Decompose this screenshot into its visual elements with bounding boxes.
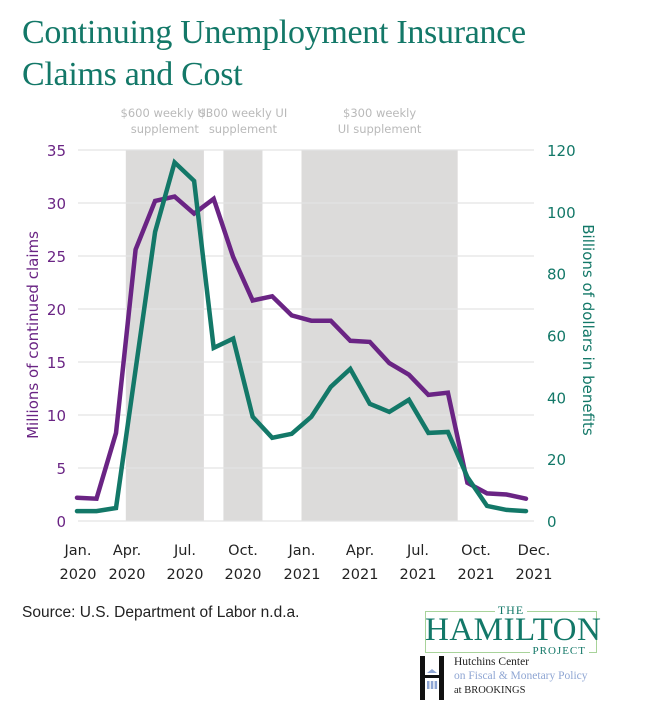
shaded-period-1 xyxy=(125,150,204,521)
left-tick-label: 0 xyxy=(56,513,66,531)
chart-title-line2: Claims and Cost xyxy=(22,56,243,93)
right-tick-label: 80 xyxy=(547,266,566,284)
hutchins-line3: at BROOKINGS xyxy=(454,685,526,696)
right-tick-label: 40 xyxy=(547,389,566,407)
hutchins-line2: on Fiscal & Monetary Policy xyxy=(454,670,588,682)
brookings-h-icon xyxy=(420,656,444,700)
source-note: Source: U.S. Department of Labor n.d.a. xyxy=(22,604,300,621)
hamilton-logo-name: HAMILTON xyxy=(425,612,602,648)
x-axis-ticks: Jan. 2020 Apr. 2020 Jul. 2020 Oct. 2020 Jan. 2021… xyxy=(60,543,553,583)
x-tick-label: Apr. 2021 xyxy=(342,543,379,583)
right-tick-label: 0 xyxy=(547,513,557,531)
x-tick-label-year: 2020 xyxy=(167,567,204,583)
x-tick-label-month: Jul. xyxy=(406,543,429,559)
claims-series-line xyxy=(74,194,529,502)
x-tick-label: Apr. 2020 xyxy=(109,543,146,583)
shaded-period-label-3-line1: $300 weekly xyxy=(343,106,416,120)
x-tick-label-year: 2021 xyxy=(516,567,553,583)
x-tick-label: Oct. 2021 xyxy=(458,543,495,583)
x-tick-label-month: Jul. xyxy=(173,543,196,559)
x-tick-label-year: 2021 xyxy=(284,567,321,583)
x-tick-label-year: 2020 xyxy=(60,567,97,583)
x-tick-label-month: Apr. xyxy=(113,543,141,559)
right-tick-label: 100 xyxy=(547,204,576,222)
x-tick-label-month: Jan. xyxy=(64,543,92,559)
x-tick-label-month: Apr. xyxy=(346,543,374,559)
shaded-period-label-3-line2: UI supplement xyxy=(338,122,422,136)
shaded-period-labels: $600 weekly UI supplement $300 weekly UI su… xyxy=(121,106,422,136)
x-tick-label: Jul. 2020 xyxy=(167,543,204,583)
chart: $600 weekly UI supplement $300 weekly UI su… xyxy=(24,106,597,583)
x-tick-label: Dec. 2021 xyxy=(516,543,553,583)
x-tick-label-month: Jan. xyxy=(288,543,316,559)
hutchins-center-logo: Hutchins Center on Fiscal & Monetary Pol… xyxy=(420,656,610,706)
left-tick-label: 10 xyxy=(47,407,66,425)
x-tick-label: Oct. 2020 xyxy=(225,543,262,583)
x-tick-label-year: 2021 xyxy=(458,567,495,583)
x-tick-label-year: 2021 xyxy=(342,567,379,583)
benefits-series-line xyxy=(74,158,529,514)
hutchins-line1: Hutchins Center xyxy=(454,656,530,668)
x-tick-label: Jan. 2021 xyxy=(284,543,321,583)
hamilton-project-logo: THE HAMILTON PROJECT xyxy=(425,603,602,660)
x-tick-label-year: 2020 xyxy=(109,567,146,583)
shaded-period-label-1-line2: supplement xyxy=(131,122,200,136)
shaded-periods xyxy=(125,150,458,521)
left-tick-label: 30 xyxy=(47,195,66,213)
right-tick-label: 20 xyxy=(547,451,566,469)
hamilton-logo-project: PROJECT xyxy=(529,645,589,657)
gridlines xyxy=(78,149,534,522)
right-axis-title: Billions of dollars in benefits xyxy=(579,224,597,436)
series-lines xyxy=(74,158,529,514)
x-tick-label-month: Oct. xyxy=(461,543,491,559)
left-tick-label: 20 xyxy=(47,301,66,319)
x-tick-label-year: 2021 xyxy=(400,567,437,583)
shaded-period-2 xyxy=(223,150,263,521)
left-tick-label: 25 xyxy=(47,248,66,266)
left-axis-ticks: 0 5 10 15 20 25 30 35 xyxy=(47,142,66,531)
x-tick-label: Jul. 2021 xyxy=(400,543,437,583)
hamilton-logo-the: THE xyxy=(494,603,528,617)
left-tick-label: 35 xyxy=(47,142,66,160)
left-tick-label: 5 xyxy=(56,460,66,478)
shaded-period-label-2-line2: supplement xyxy=(209,122,278,136)
chart-title: Continuing Unemployment Insurance Claims… xyxy=(22,12,622,96)
right-tick-label: 120 xyxy=(547,142,576,160)
shaded-period-3 xyxy=(301,150,458,521)
right-tick-label: 60 xyxy=(547,328,566,346)
shaded-period-label-1-line1: $600 weekly UI xyxy=(121,106,210,120)
chart-title-line1: Continuing Unemployment Insurance xyxy=(22,14,526,51)
x-tick-label-month: Dec. xyxy=(518,543,551,559)
left-tick-label: 15 xyxy=(47,354,66,372)
right-axis-ticks: 0 20 40 60 80 100 120 xyxy=(547,142,576,531)
left-axis-title: Millions of continued claims xyxy=(24,231,42,439)
x-tick-label: Jan. 2020 xyxy=(60,543,97,583)
x-tick-label-year: 2020 xyxy=(225,567,262,583)
x-tick-label-month: Oct. xyxy=(228,543,258,559)
shaded-period-label-2-line1: $300 weekly UI xyxy=(199,106,288,120)
